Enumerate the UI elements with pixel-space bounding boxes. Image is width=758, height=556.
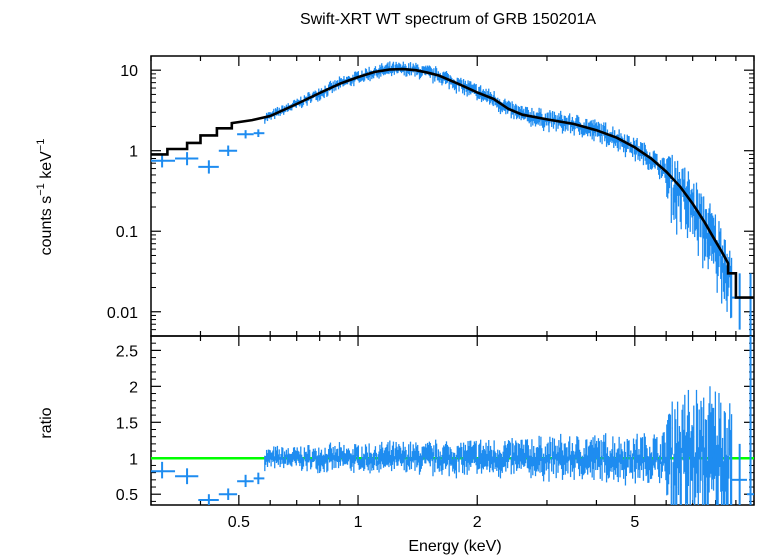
x-tick-label: 2 xyxy=(473,514,482,531)
ratio-y-tick-label: 0.5 xyxy=(116,487,138,504)
y-label-exp1: −1 xyxy=(35,183,47,196)
y-tick-label: 0.01 xyxy=(107,305,138,322)
x-tick-label: 0.5 xyxy=(228,514,250,531)
spectrum-frame xyxy=(150,55,755,337)
y-label-kev: keV xyxy=(38,151,55,183)
y-label-exp2: −1 xyxy=(35,139,47,152)
y-tick-label: 10 xyxy=(120,63,138,80)
ratio-y-tick-label: 2.5 xyxy=(116,343,138,360)
y-label-counts: counts s xyxy=(38,196,55,256)
ratio-y-tick-label: 2 xyxy=(129,379,138,396)
chart-title: Swift-XRT WT spectrum of GRB 150201A xyxy=(300,11,596,28)
ratio-y-tick-label: 1 xyxy=(129,451,138,468)
x-tick-label: 5 xyxy=(630,514,639,531)
spectrum-panel: 10 1 0.1 0.01 xyxy=(107,55,755,505)
spectrum-data xyxy=(151,61,754,336)
x-tick-label: 1 xyxy=(354,514,363,531)
ratio-panel: 0.5 1 2 5 0.5 1 1.5 2 2.5 xyxy=(116,335,755,531)
y-tick-label: 1 xyxy=(129,144,138,161)
ratio-y-tick-label: 1.5 xyxy=(116,415,138,432)
x-axis-label: Energy (keV) xyxy=(408,538,501,555)
model-curve xyxy=(151,67,754,299)
y-tick-label: 0.1 xyxy=(116,224,138,241)
spectrum-y-axis-label: counts s−1 keV−1 xyxy=(35,139,55,256)
ratio-data xyxy=(151,336,754,505)
ratio-frame xyxy=(150,335,755,506)
ratio-y-axis-label: ratio xyxy=(38,407,55,438)
